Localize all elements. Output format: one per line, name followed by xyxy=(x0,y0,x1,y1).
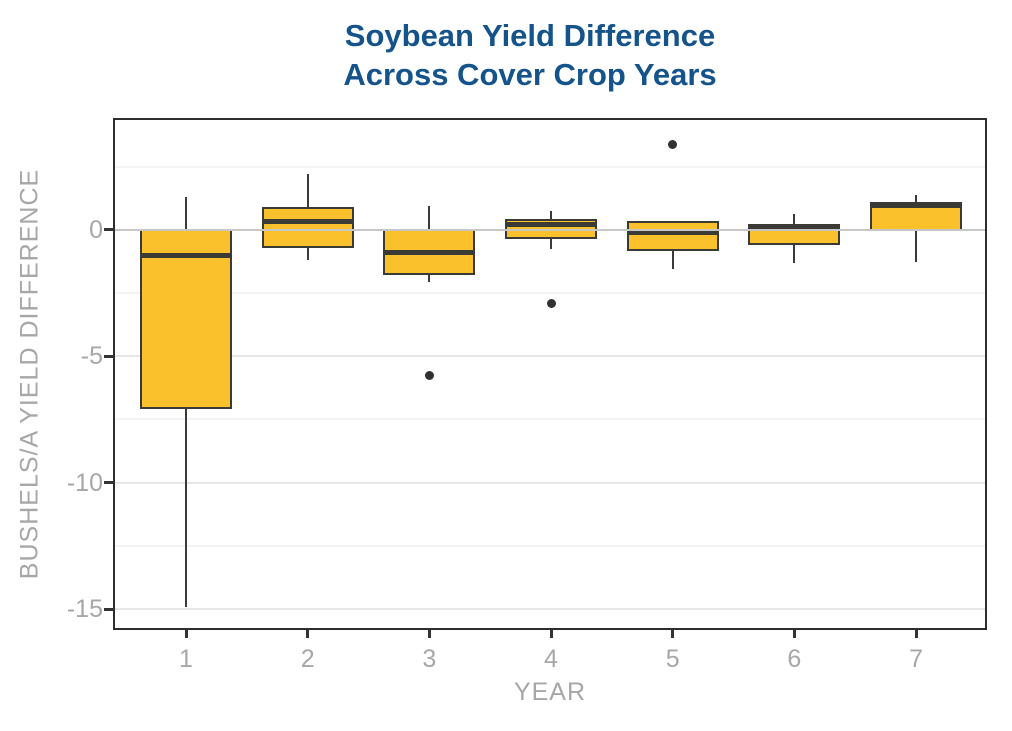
y-tick-mark xyxy=(104,481,114,485)
x-tick-label: 1 xyxy=(179,645,193,673)
y-tick-mark xyxy=(104,354,114,358)
median-year-6 xyxy=(750,226,839,232)
x-tick-mark xyxy=(792,630,796,638)
y-tick-label: -10 xyxy=(66,468,103,497)
x-tick-mark xyxy=(427,630,431,638)
x-tick-mark xyxy=(306,630,310,638)
x-tick-mark xyxy=(671,630,675,638)
y-tick-mark xyxy=(104,607,114,611)
y-tick-mark xyxy=(104,228,114,232)
x-tick-mark xyxy=(914,630,918,638)
minor-gridline xyxy=(115,544,985,547)
box-year-5 xyxy=(626,221,719,252)
major-gridline xyxy=(115,608,985,611)
x-tick-label: 3 xyxy=(422,645,437,673)
x-tick-mark xyxy=(549,630,553,638)
outlier-point-year-4 xyxy=(546,298,556,308)
major-gridline xyxy=(115,355,985,358)
median-year-4 xyxy=(507,222,595,228)
plot-panel xyxy=(113,118,987,630)
outlier-point-year-5 xyxy=(668,139,678,149)
median-year-1 xyxy=(142,252,230,258)
outlier-point-year-3 xyxy=(424,370,434,380)
median-year-7 xyxy=(872,203,961,209)
median-year-2 xyxy=(263,218,352,224)
x-tick-label: 2 xyxy=(300,645,315,673)
box-year-1 xyxy=(140,228,232,410)
y-tick-label: -5 xyxy=(80,342,103,371)
x-tick-label: 6 xyxy=(787,645,802,673)
x-tick-label: 4 xyxy=(544,645,558,673)
minor-gridline xyxy=(115,418,985,421)
chart-title-line1: Soybean Yield Difference xyxy=(344,18,716,53)
y-tick-label: 0 xyxy=(89,215,103,244)
minor-gridline xyxy=(115,292,985,295)
x-axis-title: YEAR xyxy=(513,678,587,706)
y-tick-label: -15 xyxy=(66,595,103,624)
chart-title-line2: Across Cover Crop Years xyxy=(343,57,717,92)
major-gridline xyxy=(115,481,985,484)
x-tick-label: 7 xyxy=(909,645,923,673)
x-tick-label: 5 xyxy=(665,645,680,673)
zero-reference-line xyxy=(115,228,985,231)
median-year-3 xyxy=(385,250,474,256)
plot-area xyxy=(115,120,985,628)
box-year-2 xyxy=(261,207,354,248)
minor-gridline xyxy=(115,165,985,168)
x-tick-mark xyxy=(184,630,188,638)
median-year-5 xyxy=(628,229,717,235)
chart-title: Soybean Yield Difference Across Cover Cr… xyxy=(48,16,1012,94)
